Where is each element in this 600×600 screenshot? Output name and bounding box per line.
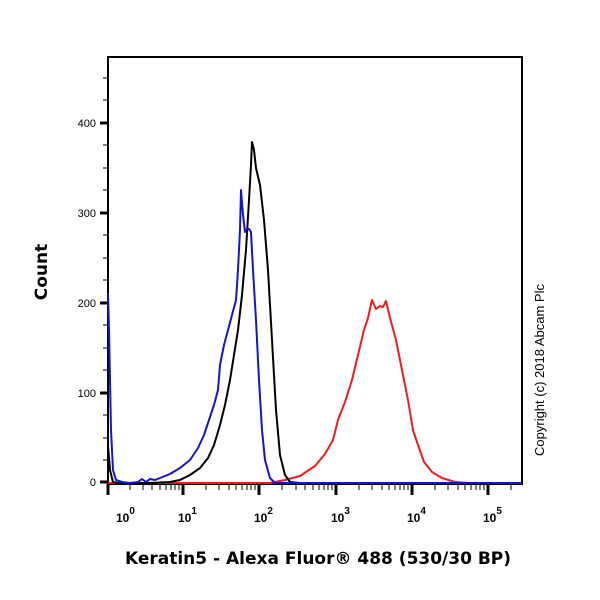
x-tick-labels: 100 101 102 103 104 105: [116, 506, 502, 525]
y-tick-300: 300: [78, 208, 96, 220]
series-blue-isotype: [107, 189, 522, 484]
y-tick-0: 0: [90, 477, 96, 489]
x-axis: [106, 484, 512, 495]
x-tick-1e2: 102: [254, 506, 273, 525]
x-tick-1e5: 105: [483, 506, 502, 525]
y-axis-title: Count: [32, 244, 52, 301]
x-tick-1e4: 104: [407, 506, 426, 525]
y-tick-labels: 0 100 200 300 400: [78, 118, 96, 489]
x-tick-1e3: 103: [331, 506, 350, 525]
x-tick-1e0: 100: [116, 506, 135, 525]
y-tick-100: 100: [78, 388, 96, 400]
y-axis: [100, 77, 108, 484]
series-black-control: [107, 141, 522, 484]
y-tick-400: 400: [78, 118, 96, 130]
x-axis-title: Keratin5 - Alexa Fluor® 488 (530/30 BP): [125, 549, 511, 569]
series-red-keratin5: [108, 299, 522, 484]
x-tick-1e1: 101: [178, 506, 197, 525]
copyright-notice: Copyright (c) 2018 Abcam Plc: [532, 284, 547, 456]
plot-frame: [107, 56, 523, 485]
series-layer: [107, 141, 522, 484]
y-tick-200: 200: [78, 298, 96, 310]
